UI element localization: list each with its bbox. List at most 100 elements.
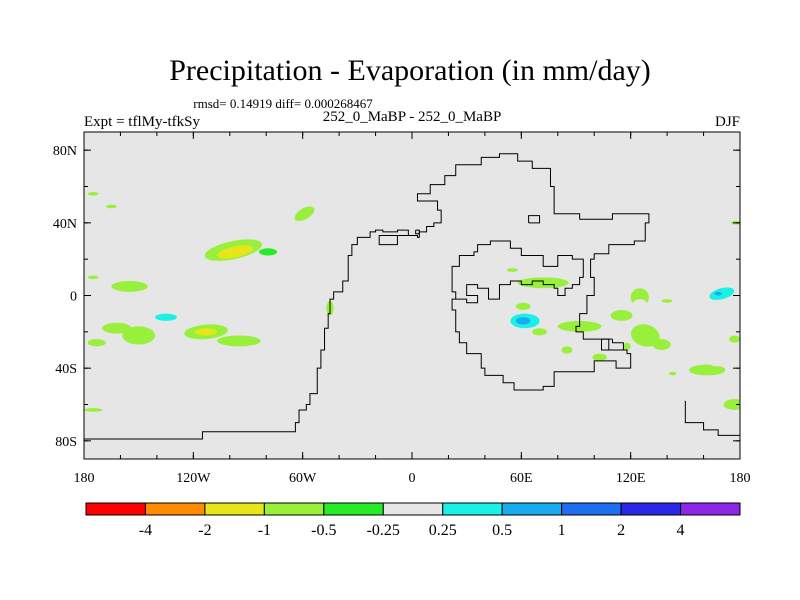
x-tick-label: 180 [74, 471, 95, 486]
colorbar-swatch [263, 502, 325, 516]
y-tick-label: 80N [53, 144, 77, 159]
contour-region [652, 339, 671, 350]
coastline-layer [84, 153, 740, 440]
contour-region [543, 348, 551, 352]
contour-region [122, 326, 156, 345]
colorbar-swatch [85, 502, 146, 516]
chart-title: Precipitation - Evaporation (in mm/day) [169, 54, 651, 87]
colorbar-label: -4 [139, 522, 152, 539]
x-axis: 180 120W 60W 0 60E 120E 180 [74, 132, 751, 486]
contour-region [506, 268, 518, 272]
contour-region [84, 408, 103, 412]
season-label: DJF [715, 114, 740, 130]
y-axis: 80N 40N 0 40S 80S [53, 144, 740, 450]
contour-region [703, 319, 726, 327]
contour-region [543, 315, 558, 323]
plot-background [84, 132, 740, 459]
contour-region [729, 335, 740, 343]
contour-region [46, 294, 50, 298]
contour-region [723, 399, 740, 410]
contour-region [87, 339, 106, 347]
contour-region [678, 322, 693, 331]
contour-region [136, 306, 232, 318]
y-tick-label: 0 [70, 290, 77, 305]
x-tick-label: 180 [730, 471, 751, 486]
contour-region [84, 291, 99, 303]
coastline [528, 215, 541, 224]
coastline [415, 229, 420, 235]
contour-region [160, 395, 172, 400]
colorbar-swatch [501, 502, 563, 516]
contour-region [479, 333, 487, 338]
stats-label: rmsd= 0.14919 diff= 0.000268467 [193, 96, 373, 111]
colorbar-label: 2 [617, 522, 625, 539]
contour-region [258, 248, 278, 256]
colorbar-label: 0.5 [492, 522, 512, 539]
colorbar-label: -2 [198, 522, 211, 539]
contour-region [87, 275, 99, 280]
colorbar-swatch [561, 502, 622, 516]
coastline [84, 153, 650, 440]
colorbar-swatch [442, 502, 503, 516]
colorbar-label: -1 [258, 522, 271, 539]
colorbar-label: -0.5 [311, 522, 336, 539]
contour-fill-layer [46, 191, 740, 412]
colorbar-label: 1 [558, 522, 566, 539]
colorbar-label: 4 [677, 522, 685, 539]
contour-region [729, 310, 740, 318]
contour-region [105, 204, 117, 209]
contour-region [515, 317, 531, 325]
x-tick-label: 120W [176, 471, 211, 486]
contour-region [592, 353, 607, 361]
contour-region [683, 273, 706, 281]
x-tick-label: 0 [409, 471, 416, 486]
contour-region [492, 315, 504, 323]
contour-region [630, 324, 660, 347]
colorbar: -4 -2 -1 -0.5 -0.25 0.25 0.5 1 2 4 [85, 502, 741, 539]
y-tick-label: 80S [55, 435, 77, 450]
contour-region [714, 291, 722, 296]
contour-region [217, 335, 261, 347]
contour-region [195, 328, 218, 336]
contour-region [532, 328, 547, 336]
colorbar-label: 0.25 [429, 522, 457, 539]
contour-region [710, 362, 726, 367]
colorbar-swatch [144, 502, 206, 516]
contour-region [623, 342, 631, 350]
contour-region [111, 280, 148, 292]
contour-region [102, 322, 132, 334]
contour-region [217, 245, 254, 259]
contour-region [486, 350, 494, 358]
contour-region [543, 335, 555, 340]
x-tick-label: 120E [616, 471, 646, 486]
experiment-label: Expt = tflMy-tfkSy [84, 114, 200, 130]
contour-region [661, 299, 673, 303]
contour-region [688, 364, 726, 376]
contour-region [668, 371, 677, 376]
x-tick-label: 60E [510, 471, 533, 486]
contour-region [87, 299, 154, 318]
colorbar-label: -0.25 [367, 522, 400, 539]
contour-region [512, 342, 531, 350]
contour-region [87, 191, 99, 196]
contour-region [515, 302, 531, 311]
colorbar-swatch [323, 502, 384, 516]
y-tick-label: 40S [55, 362, 77, 377]
contour-region [561, 346, 573, 354]
contour-region [168, 224, 219, 244]
coastline [601, 338, 624, 351]
y-tick-label: 40N [53, 217, 77, 232]
contour-region [294, 206, 315, 221]
colorbar-swatch [204, 502, 265, 516]
contour-region [632, 299, 648, 311]
colorbar-swatch [680, 502, 741, 516]
contour-region [610, 310, 633, 321]
contour-region [714, 224, 737, 232]
coastline [684, 400, 740, 436]
colorbar-swatch [382, 502, 444, 516]
x-tick-label: 60W [289, 471, 317, 486]
period-label: 252_0_MaBP - 252_0_MaBP [323, 109, 502, 125]
contour-region [552, 310, 571, 318]
contour-region [155, 313, 177, 321]
